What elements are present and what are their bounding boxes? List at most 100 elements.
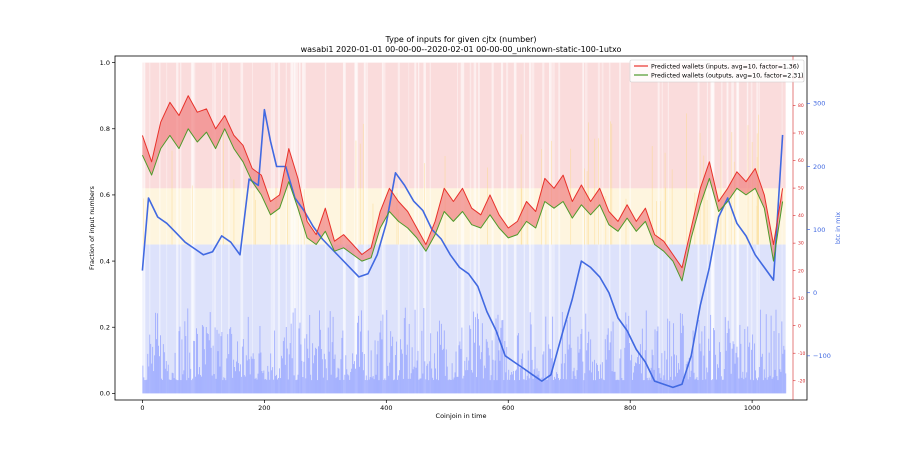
band-gap [746,62,749,394]
input-bar [148,366,150,394]
input-bar [515,370,516,394]
input-bar [712,379,714,394]
band-gap [302,62,305,394]
input-bar [569,316,571,394]
input-bar [512,374,514,394]
band-gap [221,62,223,394]
input-bar [534,346,536,394]
input-bar [225,380,227,394]
input-bar [434,353,436,394]
input-bar [583,380,585,394]
input-bar [365,375,367,394]
input-bar [391,346,393,394]
input-bar [226,358,228,394]
mid-tick-label: -10 [798,351,805,357]
input-bar [312,343,314,394]
band-gap [473,62,475,394]
input-bar [416,360,418,394]
y-axis-label: Fraction of input numbers [88,185,96,269]
input-bar [291,358,293,394]
band-gap [697,62,700,394]
input-bar [310,374,312,394]
input-bar [605,359,607,394]
input-bar [677,363,679,394]
input-bar [514,380,516,394]
input-bar [599,364,601,394]
input-bar [763,369,765,394]
input-bar [153,371,155,394]
band-gap [582,62,584,394]
input-bar [239,364,241,394]
input-bar [196,328,197,394]
input-bar [182,374,184,394]
input-bar [588,331,590,394]
input-bar [245,355,247,394]
input-bar [359,331,361,394]
input-bar [650,367,652,394]
input-bar [761,353,763,394]
input-bar [242,339,244,394]
input-bar [234,366,236,394]
input-bar [449,379,451,394]
input-bar [184,321,186,394]
input-bar [513,371,515,394]
y-tick-label: 0.8 [100,125,110,133]
band-gap [712,62,715,394]
input-bar [511,372,513,394]
input-bar [370,350,372,394]
input-bar [170,379,172,394]
input-bar [171,372,173,394]
input-bar [576,370,578,394]
input-bar [610,331,612,394]
input-bar [268,371,270,394]
input-bar [546,379,548,394]
input-bar [506,347,508,394]
band-yellow-spike [664,152,666,245]
input-bar [600,378,602,394]
x-tick-label: 0 [140,404,144,412]
input-bar [454,372,456,394]
input-bar [717,367,719,394]
input-bar [326,380,328,394]
input-bar [736,346,738,394]
band-yellow-spike [724,206,726,245]
band-yellow-spike [275,187,277,245]
input-bar [288,354,290,394]
input-bar [554,376,555,394]
input-bar [142,365,144,394]
input-bar [213,374,215,394]
input-bar [222,380,224,394]
input-bar [150,343,152,394]
input-bar [414,309,416,394]
input-bar [265,378,267,394]
input-bar [634,366,635,394]
input-bar [496,380,498,394]
input-bar [692,330,694,394]
band-gap [469,62,472,394]
input-bar [383,379,385,394]
input-bar [625,312,627,394]
input-bar [715,354,716,394]
input-bar [549,348,551,394]
input-bar [523,379,525,394]
input-bar [747,326,749,394]
input-bar [394,379,396,394]
input-bar [273,379,275,394]
input-bar [300,344,302,394]
input-bar [497,314,499,394]
input-bar [335,378,337,394]
input-bar [307,348,309,394]
input-bar [521,353,523,394]
band-gap [143,62,146,394]
input-bar [290,323,292,394]
input-bar [683,380,685,394]
input-bar [751,349,753,394]
input-bar [769,375,771,394]
input-bar [538,370,540,394]
input-bar [737,357,739,394]
input-bar [757,377,759,394]
input-bar [197,333,198,394]
input-bar [305,378,307,394]
input-bar [524,370,526,394]
